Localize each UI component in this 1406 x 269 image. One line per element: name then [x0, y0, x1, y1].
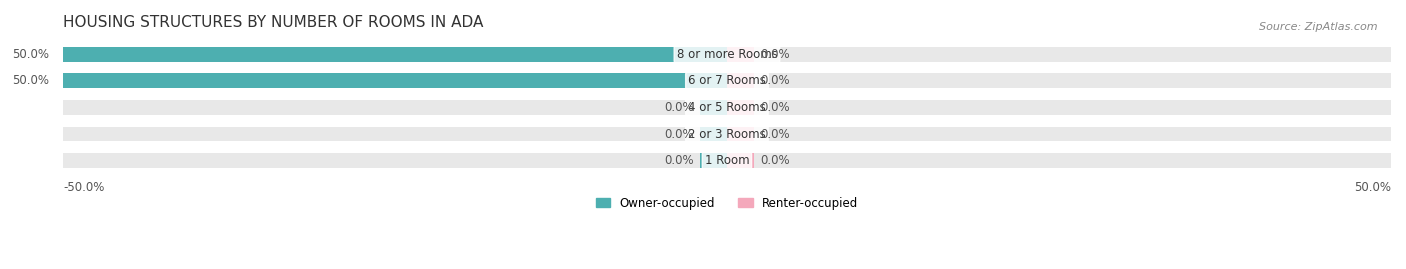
Text: 4 or 5 Rooms: 4 or 5 Rooms	[688, 101, 766, 114]
Bar	[63, 47, 1391, 62]
Text: 50.0%: 50.0%	[13, 74, 49, 87]
Legend: Owner-occupied, Renter-occupied: Owner-occupied, Renter-occupied	[591, 192, 863, 215]
Bar	[727, 127, 754, 141]
Text: 1 Room: 1 Room	[704, 154, 749, 167]
Text: 0.0%: 0.0%	[664, 128, 693, 140]
Bar	[727, 100, 754, 115]
Bar	[63, 47, 727, 62]
Text: 0.0%: 0.0%	[761, 128, 790, 140]
Text: -50.0%: -50.0%	[63, 180, 104, 194]
Text: 2 or 3 Rooms: 2 or 3 Rooms	[688, 128, 766, 140]
Bar	[700, 153, 727, 168]
Text: 0.0%: 0.0%	[761, 154, 790, 167]
Text: 0.0%: 0.0%	[664, 154, 693, 167]
Bar	[727, 153, 754, 168]
Text: HOUSING STRUCTURES BY NUMBER OF ROOMS IN ADA: HOUSING STRUCTURES BY NUMBER OF ROOMS IN…	[63, 15, 484, 30]
Bar	[700, 100, 727, 115]
Bar	[63, 73, 1391, 88]
Bar	[63, 127, 1391, 141]
Text: 50.0%: 50.0%	[1354, 180, 1391, 194]
Text: 0.0%: 0.0%	[761, 48, 790, 61]
Text: 0.0%: 0.0%	[761, 101, 790, 114]
Bar	[63, 100, 1391, 115]
Bar	[727, 73, 754, 88]
Bar	[63, 153, 1391, 168]
Bar	[700, 127, 727, 141]
Bar	[63, 73, 727, 88]
Text: 6 or 7 Rooms: 6 or 7 Rooms	[688, 74, 766, 87]
Text: 0.0%: 0.0%	[664, 101, 693, 114]
Text: 50.0%: 50.0%	[13, 48, 49, 61]
Text: Source: ZipAtlas.com: Source: ZipAtlas.com	[1260, 22, 1378, 31]
Text: 0.0%: 0.0%	[761, 74, 790, 87]
Text: 8 or more Rooms: 8 or more Rooms	[676, 48, 778, 61]
Bar	[727, 47, 754, 62]
